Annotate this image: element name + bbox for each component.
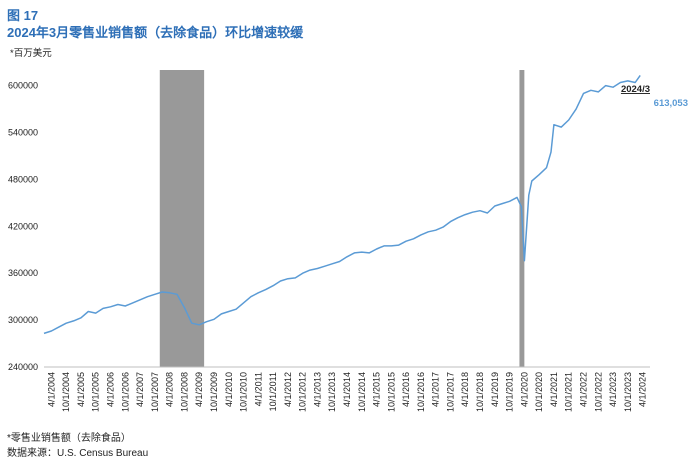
- x-tick-label: 10/1/2023: [623, 372, 633, 412]
- x-tick-label: 4/1/2011: [253, 372, 263, 406]
- annotation-date: 2024/3: [621, 84, 650, 95]
- x-tick-label: 10/1/2011: [268, 372, 278, 411]
- x-tick-label: 10/1/2014: [357, 372, 367, 412]
- annotation-value: 613,053: [654, 98, 688, 109]
- x-tick-label: 10/1/2012: [298, 372, 308, 412]
- x-tick-label: 4/1/2021: [549, 372, 559, 407]
- source-note: 数据来源：U.S. Census Bureau: [7, 448, 149, 459]
- x-tick-label: 4/1/2005: [76, 372, 86, 407]
- x-tick-label: 4/1/2013: [312, 372, 322, 407]
- x-tick-label: 10/1/2020: [534, 372, 544, 412]
- x-tick-label: 4/1/2009: [194, 372, 204, 407]
- x-tick-label: 4/1/2010: [224, 372, 234, 407]
- unit-label: *百万美元: [10, 48, 52, 59]
- x-tick-label: 10/1/2009: [209, 372, 219, 412]
- x-tick-label: 10/1/2018: [475, 372, 485, 412]
- x-axis-ticks: 4/1/2004 10/1/2004 4/1/2005 10/1/2005 4/1/20…: [46, 372, 647, 412]
- x-tick-label: 4/1/2014: [342, 372, 352, 407]
- chart-title: 2024年3月零售业销售额（去除食品）环比增速较缓: [7, 25, 304, 40]
- x-tick-label: 4/1/2024: [638, 372, 648, 407]
- recession-band: [159, 70, 205, 367]
- y-tick-label: 480000: [8, 174, 38, 184]
- x-tick-label: 4/1/2017: [431, 372, 441, 407]
- x-tick-label: 10/1/2005: [91, 372, 101, 412]
- x-tick-label: 4/1/2023: [608, 372, 618, 407]
- recession-bands: [159, 70, 525, 367]
- x-tick-label: 4/1/2019: [490, 372, 500, 407]
- y-tick-label: 420000: [8, 221, 38, 231]
- y-axis-ticks: 240000 300000 360000 420000 480000 540000 6000…: [8, 81, 38, 372]
- y-tick-label: 540000: [8, 128, 38, 138]
- x-tick-label: 10/1/2004: [61, 372, 71, 412]
- x-tick-label: 10/1/2019: [505, 372, 515, 412]
- x-tick-label: 4/1/2006: [106, 372, 116, 407]
- y-tick-label: 600000: [8, 81, 38, 91]
- x-tick-label: 10/1/2007: [150, 372, 160, 412]
- x-tick-label: 10/1/2006: [120, 372, 130, 412]
- x-tick-label: 10/1/2021: [564, 372, 574, 412]
- x-tick-label: 4/1/2015: [372, 372, 382, 407]
- x-tick-label: 4/1/2018: [460, 372, 470, 407]
- x-tick-label: 4/1/2012: [283, 372, 293, 407]
- x-tick-label: 10/1/2022: [593, 372, 603, 412]
- x-tick-label: 10/1/2013: [327, 372, 337, 412]
- x-tick-label: 10/1/2010: [239, 372, 249, 412]
- x-tick-label: 4/1/2007: [135, 372, 145, 407]
- x-tick-label: 10/1/2016: [416, 372, 426, 412]
- x-tick-label: 4/1/2004: [46, 372, 56, 407]
- x-tick-label: 10/1/2015: [386, 372, 396, 412]
- x-tick-label: 10/1/2017: [445, 372, 455, 412]
- footnote: *零售业销售额（去除食品）: [7, 433, 131, 444]
- y-tick-label: 240000: [8, 362, 38, 372]
- y-tick-label: 300000: [8, 315, 38, 325]
- x-tick-label: 4/1/2022: [578, 372, 588, 407]
- x-tick-label: 10/1/2008: [179, 372, 189, 412]
- series-line: [43, 74, 641, 335]
- x-tick-label: 4/1/2020: [519, 372, 529, 407]
- figure-label: 图 17: [7, 8, 39, 23]
- y-tick-label: 360000: [8, 268, 38, 278]
- x-tick-label: 4/1/2008: [165, 372, 175, 407]
- x-tick-label: 4/1/2016: [401, 372, 411, 407]
